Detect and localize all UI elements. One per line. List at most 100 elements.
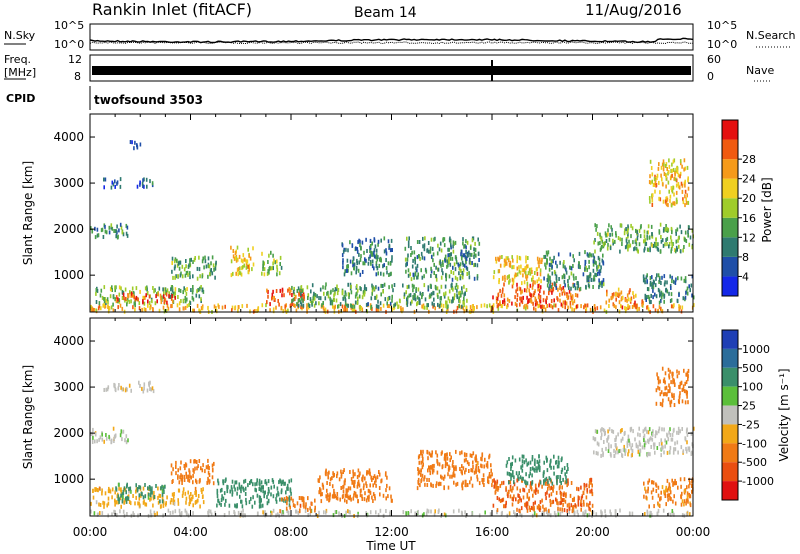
- power-cell: [323, 291, 325, 296]
- velocity-cell: [107, 385, 110, 390]
- power-cell: [462, 253, 465, 258]
- power-cell: [678, 185, 681, 190]
- power-cell: [388, 304, 390, 309]
- power-cell: [163, 291, 165, 296]
- power-cell: [386, 270, 388, 275]
- power-cell: [496, 304, 499, 309]
- power-cell: [524, 271, 527, 276]
- power-cell: [507, 258, 510, 263]
- power-cell: [650, 166, 653, 170]
- power-cell: [683, 245, 685, 249]
- velocity-cell: [177, 501, 180, 506]
- power-cell: [626, 242, 628, 247]
- power-cell: [656, 173, 659, 178]
- velocity-cell: [594, 437, 597, 442]
- power-cell: [516, 293, 519, 298]
- power-cell: [392, 288, 394, 293]
- power-cell: [458, 291, 460, 296]
- power-cell: [301, 293, 303, 298]
- power-cell: [173, 293, 176, 298]
- power-cell: [127, 294, 129, 299]
- velocity-cell: [279, 509, 281, 514]
- velocity-cell: [555, 475, 558, 480]
- velocity-cell: [142, 389, 145, 394]
- velocity-cell: [111, 512, 113, 517]
- velocity-cell: [112, 426, 115, 431]
- power-cell: [289, 291, 291, 296]
- velocity-cell: [257, 511, 259, 516]
- velocity-cell: [487, 479, 489, 484]
- power-cell: [660, 292, 662, 297]
- power-cell: [592, 308, 595, 313]
- power-cell: [380, 283, 382, 288]
- power-cell: [236, 245, 239, 250]
- power-cell: [309, 297, 312, 302]
- power-cell: [268, 253, 270, 258]
- power-cell: [221, 305, 224, 310]
- velocity-cell: [591, 503, 594, 508]
- power-cell: [580, 304, 582, 309]
- power-cell: [365, 237, 367, 242]
- velocity-cell: [365, 498, 368, 503]
- velocity-cell: [444, 513, 447, 518]
- power-cell: [350, 271, 353, 276]
- power-cell: [414, 272, 417, 277]
- power-cell: [661, 309, 664, 314]
- power-cell: [579, 286, 582, 291]
- power-cell: [586, 278, 588, 283]
- power-cell: [444, 284, 447, 289]
- velocity-cell: [651, 495, 654, 500]
- velocity-cell: [119, 487, 122, 492]
- power-cell: [333, 305, 336, 310]
- velocity-cell: [260, 480, 263, 485]
- power-cell: [234, 251, 237, 255]
- velocity-cell: [240, 489, 242, 494]
- power-cell: [293, 286, 295, 291]
- velocity-cell: [510, 473, 513, 478]
- velocity-cell: [653, 504, 655, 509]
- velocity-cell: [681, 499, 684, 504]
- power-cell: [668, 242, 671, 246]
- power-cell: [551, 282, 554, 287]
- velocity-cell: [687, 377, 689, 382]
- velocity-cell: [621, 454, 624, 458]
- power-cell: [200, 297, 202, 302]
- velocity-cell: [511, 455, 514, 460]
- velocity-cell: [657, 485, 660, 490]
- power-cell: [538, 257, 541, 262]
- power-cell: [166, 303, 169, 308]
- power-cell: [606, 246, 609, 251]
- power-cell: [442, 271, 444, 276]
- velocity-cell: [157, 495, 159, 500]
- velocity-cell: [290, 496, 293, 501]
- velocity-cell: [578, 496, 580, 501]
- power-cell: [609, 246, 612, 251]
- velocity-cell: [651, 480, 653, 485]
- power-cell: [396, 301, 398, 306]
- velocity-cell: [557, 506, 559, 511]
- velocity-cell: [689, 481, 691, 486]
- velocity-cell: [370, 475, 372, 480]
- velocity-cell: [184, 466, 186, 471]
- power-cell: [461, 304, 463, 309]
- power-cell: [152, 307, 154, 311]
- power-cell: [649, 199, 651, 204]
- velocity-cell: [428, 451, 431, 456]
- velocity-cell: [331, 476, 333, 481]
- cpid-label: CPID: [6, 92, 35, 105]
- velocity-cell: [531, 481, 533, 486]
- power-cell: [668, 291, 670, 296]
- velocity-cell: [660, 490, 662, 495]
- velocity-cell: [555, 497, 557, 502]
- power-cell: [627, 306, 629, 310]
- power-cell: [315, 301, 317, 306]
- power-cell: [114, 288, 116, 293]
- power-cell: [511, 284, 514, 289]
- power-cell: [380, 271, 382, 276]
- power-cell: [202, 256, 204, 261]
- power-colorbar-tick-label: 8: [742, 251, 749, 264]
- power-cell: [193, 308, 195, 313]
- velocity-cell: [671, 432, 674, 437]
- velocity-cell: [373, 494, 376, 498]
- velocity-cell: [94, 432, 97, 437]
